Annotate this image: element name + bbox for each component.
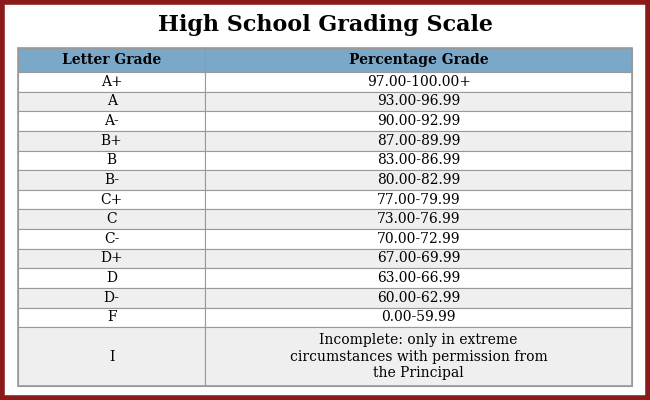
Bar [18,92,205,111]
Bar [18,268,205,288]
Bar [205,308,632,327]
Text: B: B [107,153,117,167]
Text: F: F [107,310,116,324]
Text: 80.00-82.99: 80.00-82.99 [377,173,460,187]
Bar [18,111,205,131]
Text: 70.00-72.99: 70.00-72.99 [377,232,460,246]
Bar [18,308,205,327]
Bar [18,48,205,72]
Text: High School Grading Scale: High School Grading Scale [157,14,493,36]
Text: 63.00-66.99: 63.00-66.99 [377,271,460,285]
Text: A-: A- [104,114,119,128]
Bar [18,150,205,170]
Text: 0.00-59.99: 0.00-59.99 [382,310,456,324]
Bar [205,72,632,92]
Bar [18,190,205,209]
Text: 83.00-86.99: 83.00-86.99 [377,153,460,167]
Text: 90.00-92.99: 90.00-92.99 [377,114,460,128]
Bar [18,249,205,268]
Bar [205,288,632,308]
Text: Percentage Grade: Percentage Grade [349,53,488,67]
Bar [205,229,632,249]
Text: D+: D+ [100,252,123,266]
Text: 67.00-69.99: 67.00-69.99 [377,252,460,266]
Text: 77.00-79.99: 77.00-79.99 [377,192,460,206]
Bar [205,209,632,229]
Bar [18,209,205,229]
Bar [18,229,205,249]
Bar [18,327,205,386]
Text: Incomplete: only in extreme
circumstances with permission from
the Principal: Incomplete: only in extreme circumstance… [290,333,547,380]
Text: A+: A+ [101,75,122,89]
Bar [205,170,632,190]
Text: Letter Grade: Letter Grade [62,53,161,67]
Text: C-: C- [104,232,120,246]
Text: 93.00-96.99: 93.00-96.99 [377,94,460,108]
Text: 73.00-76.99: 73.00-76.99 [377,212,460,226]
Text: C: C [107,212,117,226]
Text: 87.00-89.99: 87.00-89.99 [377,134,460,148]
Text: 97.00-100.00+: 97.00-100.00+ [367,75,471,89]
Bar [18,48,632,386]
Bar [205,131,632,150]
Text: A: A [107,94,116,108]
Text: B-: B- [104,173,119,187]
Text: 60.00-62.99: 60.00-62.99 [377,291,460,305]
Bar [205,111,632,131]
Text: D-: D- [103,291,120,305]
Text: I: I [109,350,114,364]
Bar [18,170,205,190]
Bar [205,48,632,72]
Text: D: D [106,271,117,285]
Bar [18,72,205,92]
Bar [18,288,205,308]
Bar [205,268,632,288]
Text: C+: C+ [101,192,123,206]
Bar [205,92,632,111]
Bar [18,131,205,150]
Bar [205,190,632,209]
Text: B+: B+ [101,134,122,148]
Bar [205,327,632,386]
Bar [205,249,632,268]
Bar [205,150,632,170]
